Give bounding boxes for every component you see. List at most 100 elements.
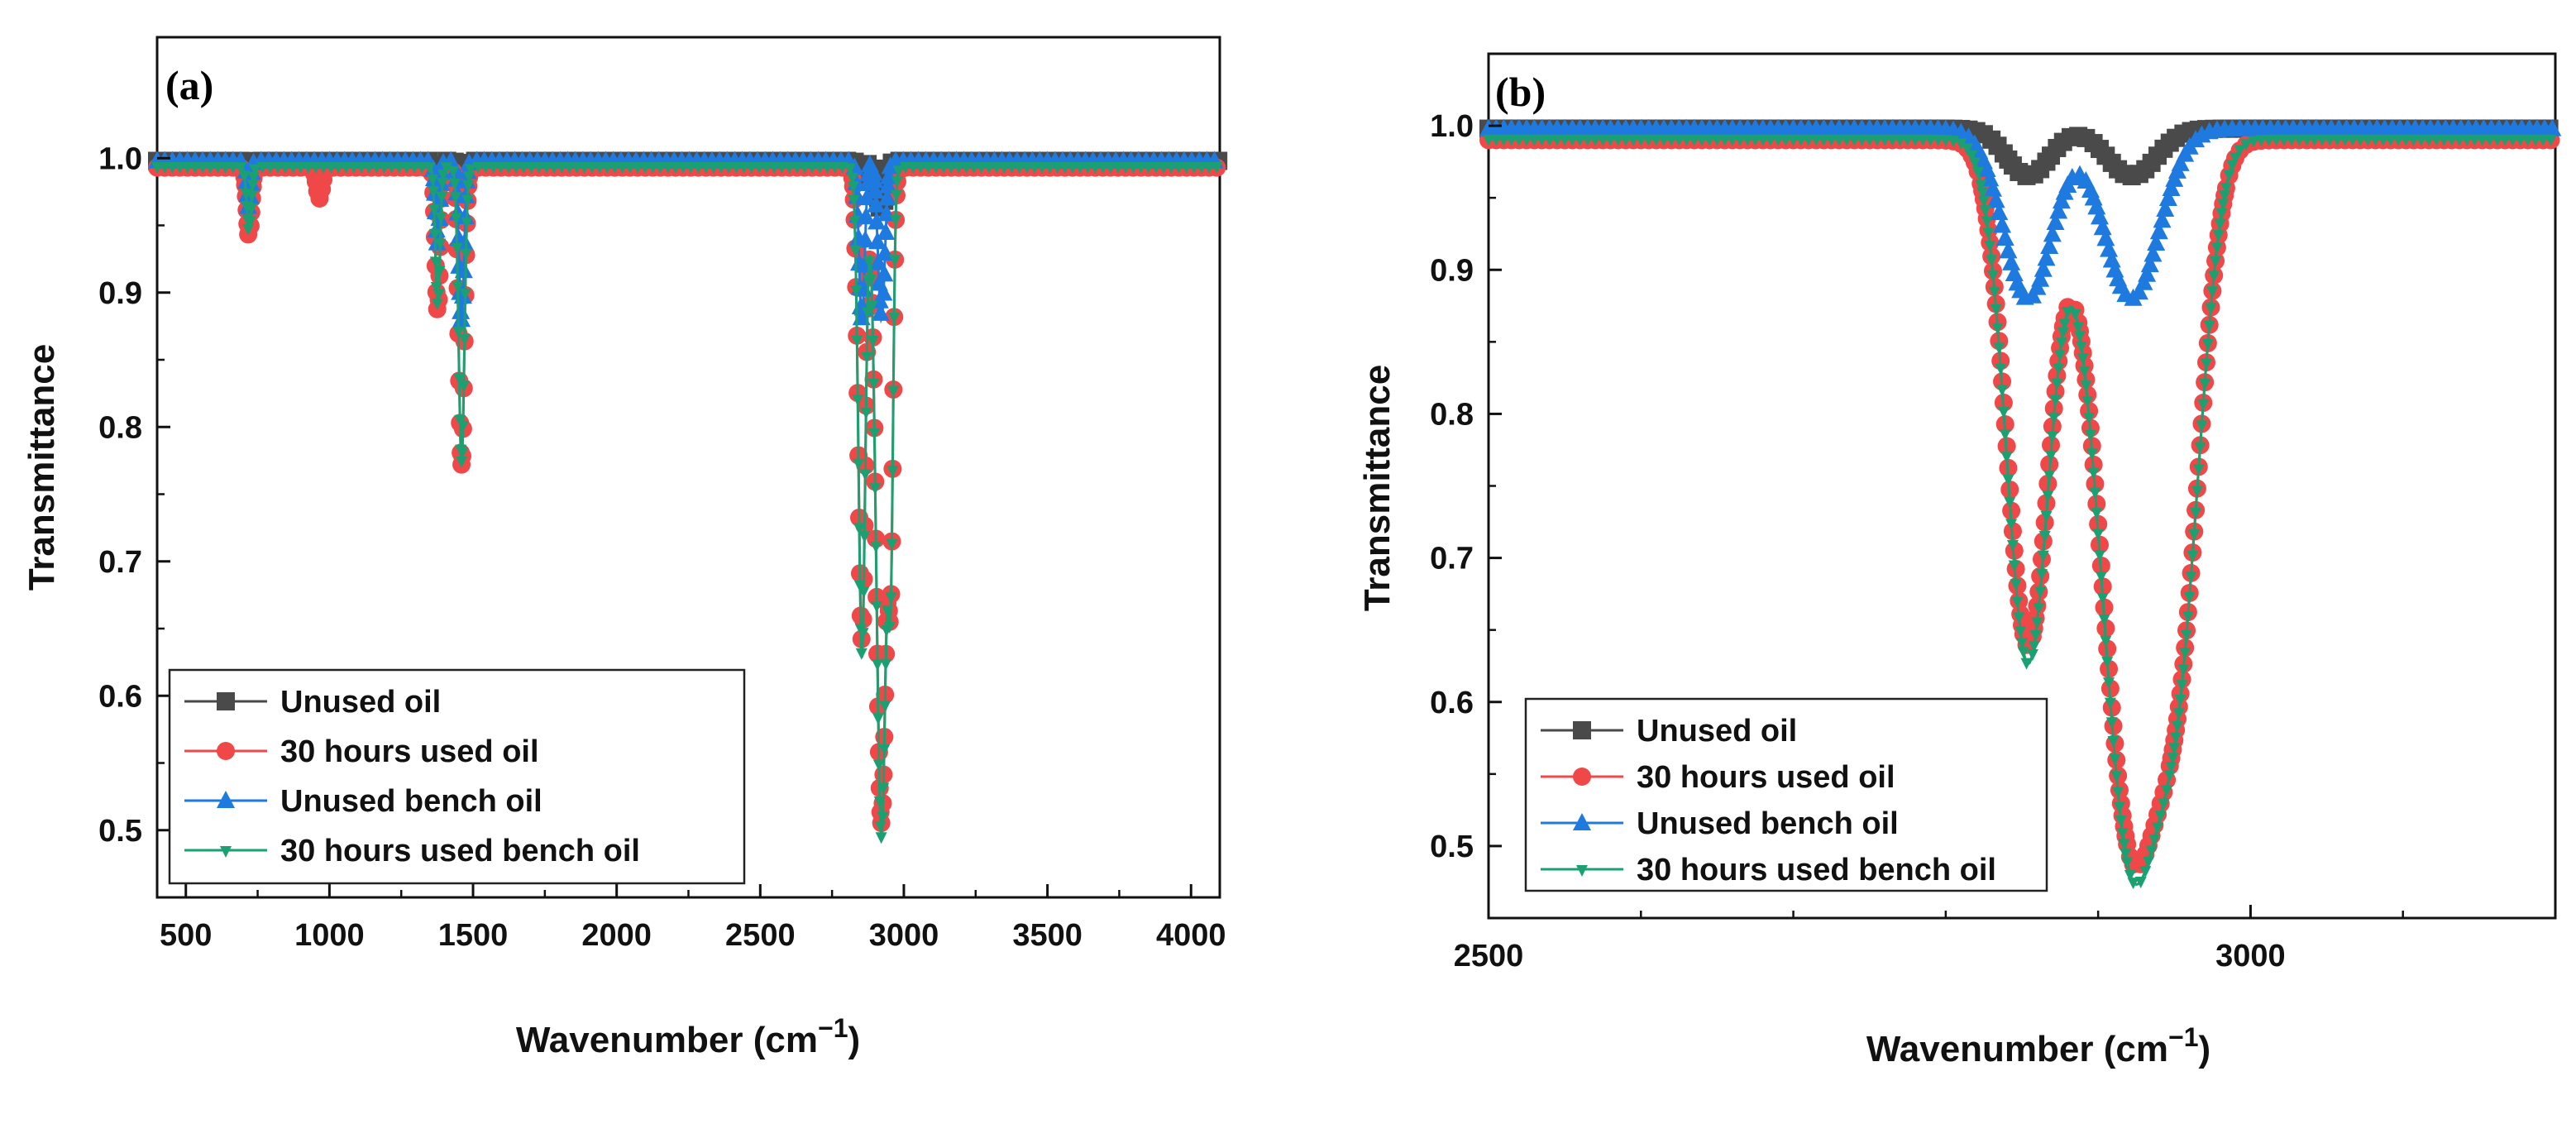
data-point — [2145, 845, 2158, 858]
data-point — [2006, 540, 2019, 552]
data-point — [922, 162, 934, 174]
data-point — [945, 162, 958, 174]
data-point — [452, 309, 471, 328]
data-point — [2223, 170, 2235, 182]
data-point — [867, 335, 879, 347]
data-point — [2521, 134, 2534, 146]
data-point — [1995, 363, 2007, 375]
legend-a: Unused oil 30 hours used oil Unused bench … — [168, 668, 746, 885]
data-point — [1180, 162, 1192, 174]
data-point — [264, 162, 276, 174]
data-point — [1051, 162, 1063, 174]
axes-b: 0.5 0.6 0.7 0.8 0.9 1.0 2500 3000 — [1430, 109, 2557, 973]
data-point — [1688, 134, 1700, 146]
data-point — [1961, 143, 1973, 155]
data-point — [776, 162, 788, 174]
legend-box-a — [168, 668, 746, 885]
data-point — [2430, 134, 2443, 146]
legend-marker-a-1 — [217, 742, 235, 760]
data-point — [457, 380, 470, 393]
data-point — [1981, 216, 1993, 228]
data-point — [1999, 241, 2018, 259]
data-point — [487, 162, 499, 174]
data-point — [2301, 134, 2313, 146]
data-point — [2053, 363, 2065, 375]
data-point — [459, 288, 471, 300]
data-point — [851, 335, 863, 347]
data-point — [434, 238, 447, 251]
data-point — [866, 181, 885, 199]
y-tick-label-b: 0.6 — [1430, 686, 1474, 720]
x-tick-label-a: 1500 — [438, 918, 509, 953]
data-point — [874, 283, 893, 301]
data-point — [370, 162, 383, 174]
data-point — [960, 162, 973, 174]
data-point — [2188, 529, 2201, 542]
data-point — [867, 194, 886, 213]
data-point — [859, 469, 872, 481]
data-point — [2004, 496, 2016, 509]
data-point — [968, 162, 980, 174]
x-tick-label-a: 4000 — [1156, 918, 1226, 953]
data-point — [2049, 395, 2062, 407]
data-point — [1066, 162, 1078, 174]
data-point — [2162, 178, 2181, 196]
data-point — [271, 162, 284, 174]
data-point — [227, 162, 239, 174]
data-point — [2248, 136, 2260, 148]
data-point — [2483, 134, 2496, 146]
data-point — [416, 162, 428, 174]
data-point — [1597, 134, 1609, 146]
data-point — [302, 162, 314, 174]
data-point — [525, 162, 538, 174]
data-point — [2369, 134, 2382, 146]
data-point — [430, 281, 442, 294]
data-point — [1990, 203, 2009, 221]
data-point — [2183, 591, 2196, 604]
data-point — [685, 162, 697, 174]
data-point — [2093, 218, 2112, 236]
data-point — [2008, 560, 2020, 572]
data-point — [1955, 138, 1967, 151]
legend-label-a-3: 30 hours used bench oil — [280, 834, 640, 868]
data-point — [2028, 640, 2040, 653]
data-point — [1810, 134, 1823, 146]
data-point — [1135, 162, 1147, 174]
data-point — [1666, 134, 1678, 146]
data-point — [400, 162, 413, 174]
data-point — [878, 175, 897, 194]
data-point — [2543, 118, 2562, 136]
data-point — [2095, 571, 2107, 583]
data-point — [2080, 380, 2092, 393]
x-axis-title-b-main: Wavenumber (cm — [1866, 1029, 2168, 1069]
data-point — [166, 162, 179, 174]
data-point — [1988, 286, 2000, 299]
data-point — [1971, 167, 1984, 179]
data-point — [1886, 134, 1899, 146]
data-point — [2239, 139, 2252, 151]
data-point — [2163, 770, 2176, 782]
data-point — [868, 252, 887, 270]
data-point — [2121, 857, 2134, 869]
data-point — [2168, 743, 2181, 755]
data-point — [861, 352, 873, 364]
data-point — [1612, 134, 1624, 146]
data-point — [1909, 134, 1921, 146]
data-point — [2205, 303, 2217, 315]
data-point — [461, 194, 474, 207]
data-point — [174, 162, 186, 174]
data-point — [2083, 412, 2096, 424]
data-point — [857, 207, 876, 225]
data-point — [1165, 162, 1178, 174]
data-point — [1968, 157, 1981, 170]
data-point — [2055, 337, 2067, 350]
data-point — [1975, 179, 1987, 192]
data-point — [585, 162, 598, 174]
data-point — [848, 194, 860, 207]
data-point — [1013, 162, 1025, 174]
data-point — [2074, 331, 2086, 343]
data-point — [1856, 134, 1868, 146]
data-point — [2161, 785, 2173, 797]
data-point — [1711, 134, 1723, 146]
